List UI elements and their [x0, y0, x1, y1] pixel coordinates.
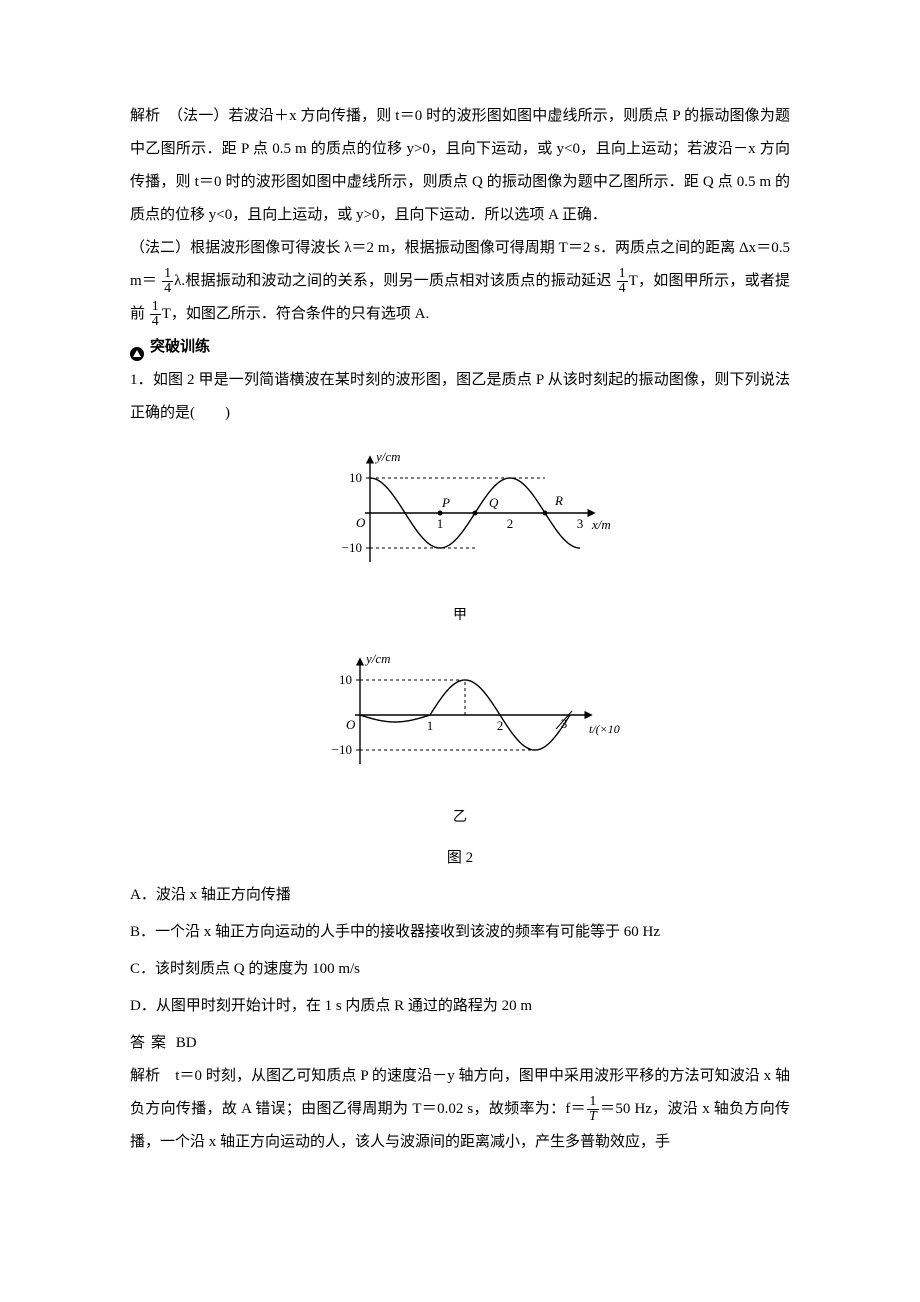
svg-text:O: O: [356, 515, 366, 530]
svg-text:2: 2: [497, 718, 504, 733]
fraction-1-T: 1T: [587, 1095, 599, 1124]
explain1-p1: （法一）若波沿＋x 方向传播，则 t＝0 时的波形图如图中虚线所示，则质点 P …: [130, 108, 790, 223]
answer-label: 答案: [130, 1035, 172, 1051]
explain1-p2b: λ.根据振动和波动之间的关系，则另一质点相对该质点的振动延迟: [174, 273, 612, 289]
question-stem: 1．如图 2 甲是一列简谐横波在某时刻的波形图，图乙是质点 P 从该时刻起的振动…: [130, 364, 790, 430]
svg-text:x/m: x/m: [591, 517, 610, 532]
fraction-1-4-a: 14: [162, 267, 173, 296]
svg-text:10: 10: [349, 470, 362, 485]
fraction-1-4-b: 14: [617, 267, 628, 296]
option-d: D．从图甲时刻开始计时，在 1 s 内质点 R 通过的路程为 20 m: [130, 990, 790, 1023]
svg-text:1: 1: [427, 718, 434, 733]
fraction-1-4-c: 14: [150, 300, 161, 329]
figure-yi-label: 乙: [130, 803, 790, 834]
svg-text:P: P: [441, 495, 450, 510]
svg-text:3: 3: [577, 516, 584, 531]
explanation-1-method2: （法二）根据波形图像可得波长 λ＝2 m，根据振动图像可得周期 T＝2 s．两质…: [130, 232, 790, 331]
section-title: 突破训练: [150, 331, 210, 364]
figure-yi: y/cmt/(×10⁻² s)O10−10123 乙: [130, 640, 790, 834]
svg-text:Q: Q: [489, 495, 499, 510]
explain1-p2d: T，如图乙所示．符合条件的只有选项 A.: [162, 306, 430, 322]
explanation-2: 解析 t＝0 时刻，从图乙可知质点 P 的速度沿－y 轴方向，图甲中采用波形平移…: [130, 1060, 790, 1159]
svg-text:R: R: [554, 493, 563, 508]
page: 解析 （法一）若波沿＋x 方向传播，则 t＝0 时的波形图如图中虚线所示，则质点…: [0, 0, 920, 1219]
triangle-icon: [130, 341, 144, 355]
answer-line: 答案 BD: [130, 1027, 790, 1060]
figure-jia: y/cm x/m O 10 −10 1 2 3 P Q R 甲: [130, 438, 790, 632]
option-c: C．该时刻质点 Q 的速度为 100 m/s: [130, 953, 790, 986]
svg-text:O: O: [346, 717, 356, 732]
option-b: B．一个沿 x 轴正方向运动的人手中的接收器接收到该波的频率有可能等于 60 H…: [130, 916, 790, 949]
chart-yi: y/cmt/(×10⁻² s)O10−10123: [300, 640, 620, 790]
svg-text:1: 1: [437, 516, 444, 531]
svg-text:t/(×10⁻² s): t/(×10⁻² s): [589, 722, 620, 736]
svg-text:y/cm: y/cm: [374, 449, 401, 464]
label-jiexi-2: 解析: [130, 1068, 175, 1084]
chart-jia: y/cm x/m O 10 −10 1 2 3 P Q R: [310, 438, 610, 588]
svg-text:2: 2: [507, 516, 514, 531]
option-a: A．波沿 x 轴正方向传播: [130, 879, 790, 912]
explanation-1: 解析 （法一）若波沿＋x 方向传播，则 t＝0 时的波形图如图中虚线所示，则质点…: [130, 100, 790, 232]
svg-text:y/cm: y/cm: [364, 651, 391, 666]
figure-caption: 图 2: [130, 842, 790, 875]
answer-value: BD: [176, 1035, 197, 1051]
svg-text:−10: −10: [332, 742, 352, 757]
svg-text:−10: −10: [342, 540, 362, 555]
label-jiexi: 解析: [130, 108, 175, 124]
figure-jia-label: 甲: [130, 601, 790, 632]
section-header: 突破训练: [130, 331, 790, 364]
svg-text:10: 10: [339, 672, 352, 687]
